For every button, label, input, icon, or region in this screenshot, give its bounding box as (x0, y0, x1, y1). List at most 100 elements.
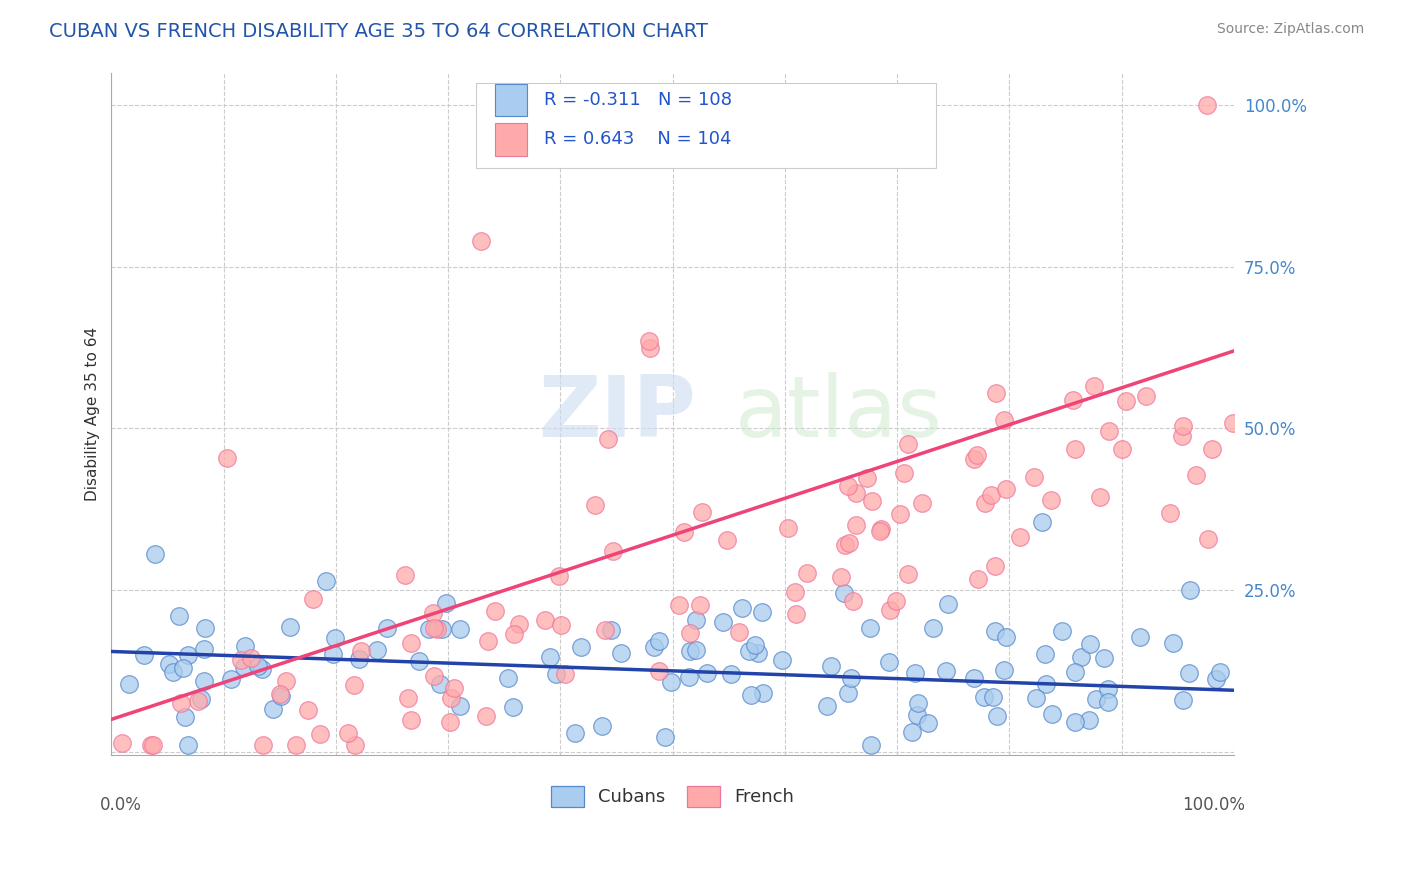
Point (503, 627, 526, 641)
Point (740, 688, 762, 702)
Point (897, 566, 920, 581)
Text: 100.0%: 100.0% (1182, 796, 1246, 814)
Point (905, 707, 928, 722)
Point (778, 521, 800, 535)
Point (648, 633, 671, 648)
Point (593, 623, 616, 637)
Point (394, 568, 416, 582)
Point (434, 596, 457, 610)
Point (1170, 429, 1192, 443)
Point (449, 699, 471, 714)
Point (1129, 630, 1152, 644)
Point (935, 664, 957, 678)
Point (396, 690, 419, 705)
Point (884, 594, 907, 608)
Point (1159, 506, 1181, 520)
Point (1033, 648, 1056, 662)
Point (845, 518, 868, 533)
Point (508, 617, 530, 632)
Point (250, 663, 273, 677)
Point (1201, 442, 1223, 456)
Point (350, 643, 373, 657)
Point (685, 643, 707, 657)
Point (995, 630, 1018, 644)
Point (474, 708, 496, 723)
Point (678, 670, 700, 684)
Point (1111, 442, 1133, 456)
Point (1097, 694, 1119, 708)
Point (297, 703, 319, 717)
Point (1064, 665, 1087, 679)
Point (246, 659, 269, 673)
Point (134, 648, 156, 663)
Point (1008, 530, 1031, 544)
Point (877, 655, 900, 669)
Point (980, 488, 1002, 502)
Point (322, 647, 344, 661)
Point (747, 646, 769, 660)
Point (142, 738, 165, 752)
Point (984, 559, 1007, 574)
Point (1062, 392, 1084, 407)
Point (995, 483, 1018, 497)
Point (986, 385, 1008, 400)
Text: Source: ZipAtlas.com: Source: ZipAtlas.com (1216, 22, 1364, 37)
Point (548, 569, 571, 583)
Point (591, 719, 613, 733)
Text: R = 0.643    N = 104: R = 0.643 N = 104 (544, 130, 731, 148)
Point (1031, 515, 1053, 529)
FancyBboxPatch shape (477, 83, 936, 169)
Point (162, 665, 184, 679)
Point (751, 606, 773, 620)
Point (815, 698, 838, 713)
Point (1088, 491, 1111, 505)
Point (966, 448, 988, 462)
Point (889, 507, 911, 521)
Point (118, 677, 141, 691)
Point (1064, 442, 1087, 456)
Point (845, 486, 868, 500)
Point (837, 685, 859, 699)
Point (347, 652, 370, 666)
Point (167, 609, 190, 624)
Point (1025, 691, 1047, 706)
Point (176, 738, 198, 752)
Point (470, 234, 492, 248)
Point (679, 644, 702, 658)
Text: R = -0.311   N = 108: R = -0.311 N = 108 (544, 91, 731, 109)
Point (229, 653, 252, 667)
Point (538, 650, 561, 665)
Point (177, 648, 200, 663)
Point (143, 547, 166, 561)
Point (1205, 672, 1227, 686)
Point (564, 725, 586, 739)
Point (869, 524, 891, 539)
Point (897, 437, 920, 451)
Point (689, 598, 711, 612)
Point (602, 544, 624, 558)
Point (1085, 692, 1108, 706)
Point (966, 572, 988, 586)
Point (544, 667, 567, 681)
Point (993, 663, 1015, 677)
Point (426, 622, 449, 636)
Point (654, 731, 676, 745)
Point (233, 660, 256, 674)
Point (1222, 416, 1244, 430)
Point (1171, 419, 1194, 434)
Point (569, 640, 592, 654)
Point (1197, 533, 1219, 547)
Text: ZIP: ZIP (538, 373, 696, 456)
Point (401, 713, 423, 727)
Point (917, 715, 939, 730)
Point (1050, 624, 1073, 638)
Point (274, 674, 297, 689)
Point (638, 334, 661, 349)
Point (418, 622, 440, 636)
Point (1024, 470, 1046, 484)
Point (1083, 379, 1105, 393)
Point (219, 672, 242, 686)
Point (785, 607, 807, 621)
Point (907, 696, 929, 710)
Point (785, 585, 807, 599)
